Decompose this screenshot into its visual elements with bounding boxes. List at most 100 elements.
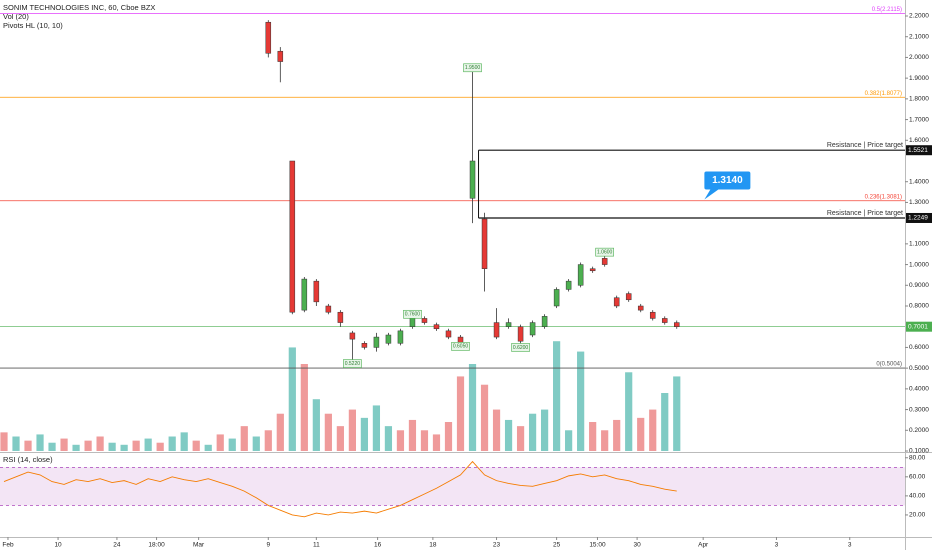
y-tick-label: 1.3000 bbox=[909, 199, 929, 206]
y-tick-label: 2.1000 bbox=[909, 33, 929, 40]
x-tick-label: Feb bbox=[2, 542, 14, 549]
y-tick-label: 1.7000 bbox=[909, 116, 929, 123]
volume-bar bbox=[132, 440, 140, 451]
pivot-label: 1.0600 bbox=[597, 249, 613, 255]
candle-body bbox=[433, 324, 440, 330]
pivot-label: 0.6050 bbox=[453, 344, 469, 350]
x-tick-label: 16 bbox=[374, 542, 382, 549]
rsi-y-tick-label: 80.00 bbox=[909, 454, 926, 461]
candle-body bbox=[313, 280, 320, 303]
volume-bar bbox=[589, 422, 597, 451]
volume-bar bbox=[336, 426, 344, 451]
volume-bar bbox=[264, 430, 272, 451]
volume-bar bbox=[12, 436, 20, 451]
volume-bar bbox=[108, 442, 116, 451]
pivot-tag bbox=[463, 63, 482, 73]
volume-bar bbox=[565, 430, 573, 451]
candle-body bbox=[601, 258, 608, 265]
volume-bar bbox=[192, 440, 200, 451]
volume-bar bbox=[661, 393, 669, 451]
volume-bar bbox=[408, 419, 417, 451]
candle-body bbox=[289, 160, 296, 313]
candle-body bbox=[661, 318, 668, 323]
y-tick-label: 2.2000 bbox=[909, 13, 929, 20]
x-tick-label: 24 bbox=[113, 542, 121, 549]
volume-bar bbox=[396, 430, 405, 451]
target-tag-label: 1.5521 bbox=[908, 147, 928, 154]
pivot-tag bbox=[511, 343, 530, 352]
candle-body bbox=[673, 322, 680, 327]
pivot-tag bbox=[343, 359, 362, 368]
candle-body bbox=[589, 268, 596, 272]
fib-level-label: 0.382(1.8077) bbox=[865, 91, 902, 97]
candle-body bbox=[577, 264, 584, 286]
volume-bar bbox=[324, 413, 332, 451]
candle-body bbox=[613, 297, 620, 307]
y-tick-label: 0.6000 bbox=[909, 344, 929, 351]
pivot-tag bbox=[403, 309, 422, 319]
volume-bar bbox=[252, 436, 260, 451]
volume-bar bbox=[601, 430, 609, 451]
last-price-tag-label: 0.7001 bbox=[908, 323, 928, 330]
volume-bar bbox=[36, 434, 44, 451]
volume-bar bbox=[432, 434, 441, 451]
volume-bar bbox=[492, 409, 501, 451]
candle-body bbox=[277, 50, 284, 62]
x-tick-label: 10 bbox=[54, 542, 62, 549]
volume-bar bbox=[444, 422, 453, 451]
rsi-label: RSI (14, close) bbox=[3, 455, 53, 464]
callout-label: 1.3140 bbox=[712, 175, 743, 186]
volume-bar bbox=[613, 419, 621, 451]
x-tick-label: 11 bbox=[313, 542, 320, 549]
volume-bar bbox=[288, 347, 296, 451]
x-tick-label: 3 bbox=[848, 542, 852, 549]
volume-bar bbox=[528, 413, 537, 451]
volume-bar bbox=[673, 376, 681, 451]
volume-bar bbox=[637, 417, 645, 451]
candle-body bbox=[421, 318, 428, 323]
pivot-tag bbox=[595, 247, 614, 257]
candle-body bbox=[517, 326, 524, 342]
y-tick-label: 0.1000 bbox=[909, 448, 929, 455]
rsi-band bbox=[0, 467, 905, 506]
volume-bar bbox=[60, 438, 68, 451]
x-tick-label: Mar bbox=[193, 542, 205, 549]
pivot-label: 0.7600 bbox=[405, 312, 421, 318]
candle-body bbox=[565, 280, 572, 290]
pivot-label: 0.5220 bbox=[345, 361, 361, 367]
candle-body bbox=[349, 332, 356, 340]
rsi-y-tick-label: 60.00 bbox=[909, 474, 926, 481]
volume-bar bbox=[348, 409, 356, 451]
x-tick-label: 18:00 bbox=[148, 542, 165, 549]
volume-bar bbox=[216, 434, 224, 451]
candle-body bbox=[337, 311, 344, 323]
y-tick-label: 2.0000 bbox=[909, 54, 929, 61]
volume-bar bbox=[96, 436, 104, 451]
candle-body bbox=[373, 336, 380, 348]
y-tick-label: 0.2000 bbox=[909, 427, 929, 434]
y-tick-label: 1.4000 bbox=[909, 178, 929, 185]
volume-bar bbox=[84, 440, 92, 451]
candle-body bbox=[637, 305, 644, 311]
target-tag bbox=[906, 212, 932, 223]
candle-body bbox=[445, 330, 452, 338]
pivot-label: 1.9500 bbox=[465, 65, 481, 71]
target-tag-label: 1.2249 bbox=[908, 215, 928, 222]
volume-bar bbox=[300, 364, 308, 451]
fib-level-label: 0.5(2.2115) bbox=[872, 7, 902, 13]
y-tick-label: 0.5000 bbox=[909, 365, 929, 372]
volume-bar bbox=[456, 376, 465, 451]
fib-level-label: 0(0.5004) bbox=[876, 362, 902, 368]
volume-bar bbox=[120, 444, 128, 451]
fib-level-label: 0.236(1.3081) bbox=[865, 194, 902, 200]
chart-title: SONIM TECHNOLOGIES INC, 60, Cboe BZX bbox=[3, 3, 155, 12]
y-tick-label: 0.9000 bbox=[909, 282, 929, 289]
callout-box bbox=[704, 171, 751, 190]
volume-bar bbox=[625, 372, 633, 451]
candle-body bbox=[385, 334, 392, 344]
x-tick-label: 25 bbox=[553, 542, 561, 549]
volume-bar bbox=[553, 341, 561, 451]
y-tick-label: 0.4000 bbox=[909, 386, 929, 393]
